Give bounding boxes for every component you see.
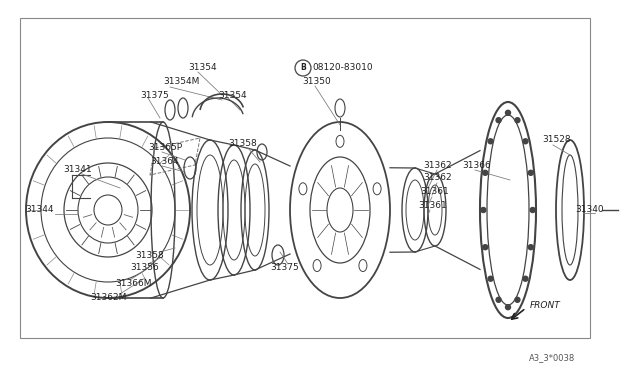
Circle shape: [515, 118, 520, 123]
Circle shape: [496, 297, 501, 302]
Text: 31356: 31356: [130, 263, 159, 273]
Text: 31366: 31366: [462, 160, 491, 170]
Circle shape: [523, 276, 528, 281]
Text: 31354: 31354: [218, 90, 246, 99]
Text: 31375: 31375: [270, 263, 299, 273]
Text: 31344: 31344: [25, 205, 54, 215]
Circle shape: [506, 305, 511, 310]
Text: 31354M: 31354M: [163, 77, 200, 87]
Text: 31528: 31528: [542, 135, 571, 144]
Text: 31362: 31362: [423, 160, 452, 170]
Circle shape: [523, 139, 528, 144]
Circle shape: [483, 245, 488, 250]
Circle shape: [506, 110, 511, 115]
Text: FRONT: FRONT: [530, 301, 561, 310]
Circle shape: [528, 170, 533, 175]
Text: 31361: 31361: [420, 187, 449, 196]
Circle shape: [481, 208, 486, 212]
Circle shape: [528, 245, 533, 250]
Text: 31341: 31341: [63, 166, 92, 174]
Text: 31361: 31361: [418, 201, 447, 209]
Text: 31350: 31350: [302, 77, 331, 87]
Text: 31364: 31364: [150, 157, 179, 167]
Text: 31362: 31362: [423, 173, 452, 183]
Circle shape: [496, 118, 501, 123]
Circle shape: [483, 170, 488, 175]
Text: 31375: 31375: [140, 90, 169, 99]
Text: 08120-83010: 08120-83010: [312, 64, 372, 73]
Circle shape: [488, 139, 493, 144]
Text: 31358: 31358: [228, 138, 257, 148]
Text: 31365P: 31365P: [148, 144, 182, 153]
Text: 31358: 31358: [135, 250, 164, 260]
Text: 31354: 31354: [188, 64, 216, 73]
Text: B: B: [300, 64, 306, 73]
Text: A3_3*0038: A3_3*0038: [529, 353, 575, 362]
Circle shape: [530, 208, 535, 212]
Text: 31340: 31340: [575, 205, 604, 215]
Text: 31366M: 31366M: [115, 279, 152, 288]
Circle shape: [488, 276, 493, 281]
Text: 31362M: 31362M: [90, 294, 126, 302]
Bar: [20, 18, 590, 338]
Circle shape: [515, 297, 520, 302]
